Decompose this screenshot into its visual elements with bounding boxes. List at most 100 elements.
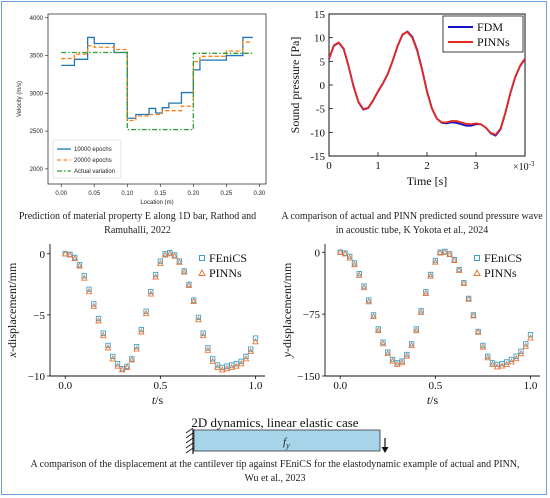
x-tick-label: 0.15 xyxy=(154,191,166,197)
pinns-point xyxy=(512,354,520,362)
pinns-point xyxy=(460,279,468,287)
cantilever-beam xyxy=(193,429,381,452)
legend-label: PINNs xyxy=(209,266,242,280)
x-axis-label: t/s xyxy=(152,393,164,407)
y-tick-label: 3000 xyxy=(30,91,44,97)
fenics-point xyxy=(380,339,386,345)
cantilever-diagram: fy xyxy=(185,428,389,454)
x-axis-label: t/s xyxy=(427,393,439,407)
fenics-point xyxy=(347,253,353,260)
pinns-point xyxy=(498,362,506,369)
series-line-10000-epochs xyxy=(61,36,253,119)
pinns-point xyxy=(218,366,226,373)
fenics-point xyxy=(252,335,259,341)
pinns-point xyxy=(195,316,202,323)
fenics-point xyxy=(195,314,202,320)
y-axis-variable: y xyxy=(280,351,294,358)
pinns-point xyxy=(247,347,255,355)
caption-displacement-line-1: A comparison of the displacement at the … xyxy=(30,459,520,470)
pinns-point xyxy=(355,271,363,278)
fenics-point xyxy=(210,356,216,362)
legend-label: 10000 epochs xyxy=(74,147,112,153)
pinns-point xyxy=(422,289,430,296)
pinns-point xyxy=(133,345,140,352)
fenics-point xyxy=(138,326,144,333)
x-tick-label: 0.00 xyxy=(55,191,67,197)
fenics-point xyxy=(418,308,424,314)
pinns-point xyxy=(360,283,368,291)
y-axis-label: y-displacement/mm xyxy=(280,262,294,358)
y-axis-rest: -displacement/mm xyxy=(280,262,294,352)
caption-sound-pressure-line-2: in acoustic tube, K Yokota et al., 2024 xyxy=(335,225,489,236)
diagram-title: 2D dynamics, linear elastic case xyxy=(191,415,359,430)
pinns-point xyxy=(209,357,217,364)
caption-velocity-line-1: Prediction of material property E along … xyxy=(18,211,257,222)
fenics-point xyxy=(399,358,405,364)
pinns-point xyxy=(503,360,511,367)
x-tick-label: 0.0 xyxy=(333,380,347,392)
fenics-point xyxy=(523,341,529,347)
y-tick-label: −75 xyxy=(303,309,321,321)
pinns-point xyxy=(393,360,401,367)
caption-displacement: A comparison of the displacement at the … xyxy=(8,458,542,486)
pinns-point xyxy=(470,312,477,319)
pinns-point xyxy=(403,352,411,359)
series-line-20000-epochs xyxy=(61,41,253,122)
fenics-point xyxy=(518,348,524,354)
y-tick-label: -10 xyxy=(310,127,325,139)
fenics-point xyxy=(389,356,396,363)
pinns-point xyxy=(346,254,354,261)
legend-label: PINNs xyxy=(484,266,517,280)
fenics-point xyxy=(110,353,116,360)
y-displacement-chart: 0.0 0.5 1.0 0 −75 −150 t/s y-displacement/mm FEn… xyxy=(280,244,540,407)
force-label: fy xyxy=(283,436,290,450)
fenics-point xyxy=(423,289,429,295)
fenics-point xyxy=(508,356,515,363)
fenics-point xyxy=(480,342,486,349)
pinns-point xyxy=(384,349,392,357)
fenics-point xyxy=(243,353,249,360)
fenics-point xyxy=(200,330,206,336)
legend-marker xyxy=(198,268,206,276)
pinns-point xyxy=(479,343,487,350)
x-tick-label: 1 xyxy=(375,160,381,172)
fenics-point xyxy=(408,341,415,347)
y-axis-label: x-displacement/mm xyxy=(5,262,19,358)
y-tick-label: 2500 xyxy=(30,129,44,135)
x-tick-label: 0 xyxy=(326,160,332,172)
pinns-point xyxy=(370,312,377,320)
pinns-point xyxy=(171,252,178,259)
fenics-point xyxy=(361,283,367,289)
fenics-point xyxy=(527,332,534,338)
pinns-point xyxy=(374,326,382,334)
x-tick-label: 0.5 xyxy=(153,380,167,392)
fenics-point xyxy=(205,345,211,351)
pinns-point xyxy=(336,248,344,255)
pinns-point xyxy=(493,363,501,370)
y-axis-variable: x xyxy=(5,351,19,358)
pinns-point xyxy=(128,356,136,363)
pinns-point xyxy=(242,355,250,362)
legend-box xyxy=(442,15,524,53)
fenics-point xyxy=(133,344,140,350)
fenics-point xyxy=(148,289,154,295)
caption-sound-pressure-line-1: A comparison of actual and PINN predicte… xyxy=(281,211,543,222)
pinns-point xyxy=(389,357,396,364)
y-axis-label: Sound pressure [Pa] xyxy=(288,37,302,134)
x-tick-label: 0.20 xyxy=(187,191,199,197)
pinns-point xyxy=(446,250,453,258)
pinns-point xyxy=(427,272,434,279)
fenics-point xyxy=(356,271,362,277)
y-tick-label: −150 xyxy=(297,371,320,383)
pinns-point xyxy=(109,355,117,362)
pinns-point xyxy=(190,297,198,304)
y-tick-label: 4000 xyxy=(30,16,44,22)
pinns-point xyxy=(161,251,169,258)
pinns-point xyxy=(341,250,349,257)
pinns-point xyxy=(465,295,473,302)
x-axis-variable: t xyxy=(152,393,156,407)
x-tick-label: 0.0 xyxy=(58,380,72,392)
legend-label: PINNs xyxy=(477,35,510,49)
pinns-point xyxy=(180,268,188,275)
